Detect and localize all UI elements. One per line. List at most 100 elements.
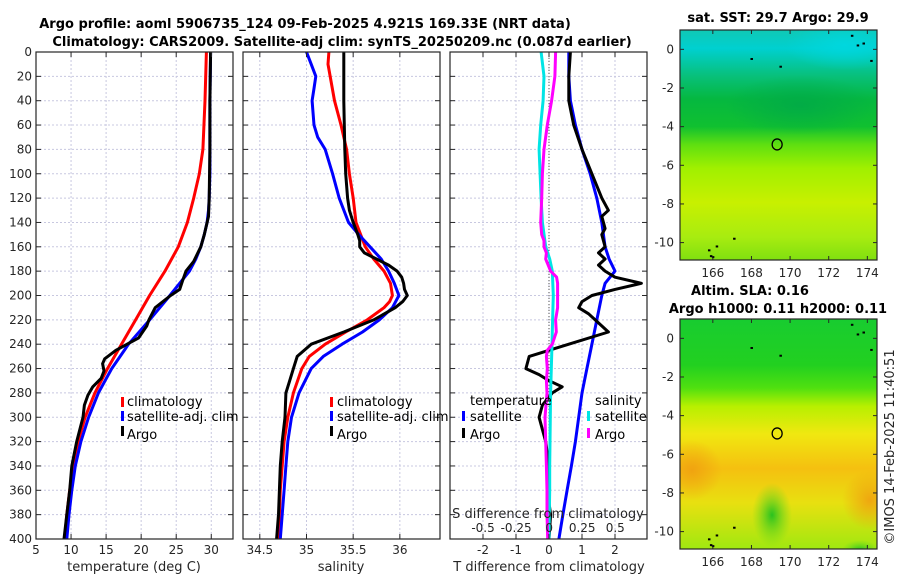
coastline-mark bbox=[709, 544, 713, 547]
y-tick-label: 100 bbox=[9, 167, 32, 181]
sla-map-frame bbox=[679, 318, 878, 550]
salinity-difference-ticks: -0.5 -0.25 0 0.25 0.5 bbox=[471, 521, 624, 535]
y-tick-label: 200 bbox=[9, 289, 32, 303]
y-tick-label: 300 bbox=[9, 410, 32, 424]
x-tick-label: 15 bbox=[98, 543, 113, 557]
y-tick-label: 60 bbox=[17, 118, 32, 132]
y-tick-label: 0 bbox=[666, 42, 674, 56]
coastline-mark bbox=[715, 245, 719, 248]
coastline-mark bbox=[733, 526, 736, 529]
legend-label-argo: Argo bbox=[127, 428, 157, 443]
y-tick-label: -8 bbox=[662, 486, 674, 500]
y-tick-label: 260 bbox=[9, 362, 32, 376]
series-group bbox=[524, 52, 643, 539]
y-tick-label: 140 bbox=[9, 215, 32, 229]
sla-warm-west bbox=[680, 440, 722, 500]
figure-title-line2: Climatology: CARS2009. Satellite-adj cli… bbox=[52, 35, 631, 50]
y-tick-label: 0 bbox=[24, 45, 32, 59]
x-tick-label: 168 bbox=[740, 555, 763, 569]
y-tick-label: 40 bbox=[17, 94, 32, 108]
legend-label-climatology: climatology bbox=[127, 395, 203, 410]
legend-swatch-satellite bbox=[121, 411, 124, 421]
series-group bbox=[275, 52, 409, 539]
x-tick-label: -2 bbox=[477, 543, 489, 557]
legend-swatch-temp-argo bbox=[462, 428, 465, 438]
series-line-argo bbox=[62, 52, 213, 539]
x-tick-label: 166 bbox=[701, 555, 724, 569]
sla-map: 0 -2 -4 -6 -8 -10 166 168 170 172 174 bbox=[654, 318, 879, 569]
legend-swatch-argo bbox=[121, 426, 124, 436]
y-tick-label: -10 bbox=[654, 236, 674, 250]
x-tick-label: 168 bbox=[740, 266, 763, 280]
coastline-mark bbox=[707, 249, 711, 252]
coastline-mark bbox=[856, 333, 860, 336]
x-tick-label: 174 bbox=[856, 555, 879, 569]
x-tick-label: -1 bbox=[510, 543, 522, 557]
y-tick-label: 120 bbox=[9, 191, 32, 205]
x-tick-label: 34.5 bbox=[246, 543, 273, 557]
sst-map: 0 -2 -4 -6 -8 -10 166 168 170 172 174 bbox=[654, 29, 879, 280]
y-tick-label: 400 bbox=[9, 532, 32, 546]
imos-stamp: ©IMOS 14-Feb-2025 11:40:51 bbox=[883, 349, 898, 544]
x-tick-label: 2 bbox=[611, 543, 619, 557]
y-tick-label: 220 bbox=[9, 313, 32, 327]
x-tick-label: 35.5 bbox=[340, 543, 367, 557]
legend-label-sal-satellite: satellite bbox=[595, 410, 647, 425]
sla-cool-center bbox=[752, 483, 792, 547]
legend-label-sal-argo: Argo bbox=[595, 428, 625, 443]
y-tick-label: -8 bbox=[662, 197, 674, 211]
series-line-salinity-argo bbox=[539, 52, 560, 539]
coastline-mark bbox=[750, 346, 753, 349]
x2-tick-label: -0.25 bbox=[501, 521, 532, 535]
x-tick-label: 20 bbox=[134, 543, 149, 557]
x2-tick-label: 0 bbox=[545, 521, 553, 535]
y-tick-label: 340 bbox=[9, 459, 32, 473]
legend-label-climatology: climatology bbox=[337, 395, 413, 410]
x-tick-label: 174 bbox=[856, 266, 879, 280]
sst-cyan-region bbox=[785, 30, 877, 70]
x2-tick-label: 0.25 bbox=[569, 521, 596, 535]
coastline-mark bbox=[707, 538, 711, 541]
y-tick-label: 380 bbox=[9, 508, 32, 522]
x-tick-label: 0 bbox=[545, 543, 553, 557]
y-tick-label: 240 bbox=[9, 337, 32, 351]
y-tick-label: -2 bbox=[662, 370, 674, 384]
coastline-mark bbox=[750, 57, 753, 60]
coastline-mark bbox=[709, 255, 713, 258]
coastline-mark bbox=[850, 34, 854, 37]
x-tick-label: 170 bbox=[779, 555, 802, 569]
series-line-climatology bbox=[277, 52, 394, 539]
difference-panel: -2 -1 0 1 2 bbox=[449, 51, 648, 557]
x-tick-label: 170 bbox=[779, 266, 802, 280]
x-tick-label: 36 bbox=[392, 543, 407, 557]
series-line-satellite-adj-clim bbox=[278, 52, 401, 539]
salinity-panel: 34.5 35 35.5 36 bbox=[242, 51, 441, 557]
legend-label-satellite: satellite-adj. clim bbox=[127, 410, 239, 425]
x-tick-label: 10 bbox=[63, 543, 78, 557]
difference-legend: temperature satellite Argo salinity sate… bbox=[462, 394, 647, 443]
x-tick-label: 172 bbox=[817, 555, 840, 569]
y-tick-label: -6 bbox=[662, 158, 674, 172]
y-tick-label: -4 bbox=[662, 120, 674, 134]
y-tick-label: 0 bbox=[666, 331, 674, 345]
y-tick-label: 360 bbox=[9, 483, 32, 497]
coastline-mark bbox=[779, 354, 782, 357]
series-group bbox=[62, 52, 213, 539]
legend-swatch-sal-argo bbox=[587, 428, 590, 438]
sla-map-title-line2: Argo h1000: 0.11 h2000: 0.11 bbox=[669, 302, 887, 317]
x2-tick-label: 0.5 bbox=[606, 521, 625, 535]
legend-label-satellite: satellite-adj. clim bbox=[337, 410, 449, 425]
coastline-mark bbox=[779, 65, 782, 68]
coastline-mark bbox=[870, 59, 873, 62]
y-tick-label: 20 bbox=[17, 69, 32, 83]
y-tick-label: -6 bbox=[662, 447, 674, 461]
sla-cool-southeast bbox=[842, 540, 877, 549]
salinity-xlabel: salinity bbox=[318, 560, 365, 575]
temperature-panel: 0 20 40 60 80 100 120 140 160 180 200 220 240 260 280 3… bbox=[9, 45, 234, 557]
legend-swatch-climatology bbox=[121, 397, 124, 407]
x2-tick-label: -0.5 bbox=[471, 521, 494, 535]
sst-map-frame bbox=[679, 29, 878, 261]
coastline-mark bbox=[715, 534, 719, 537]
sla-warm-east bbox=[842, 470, 877, 530]
